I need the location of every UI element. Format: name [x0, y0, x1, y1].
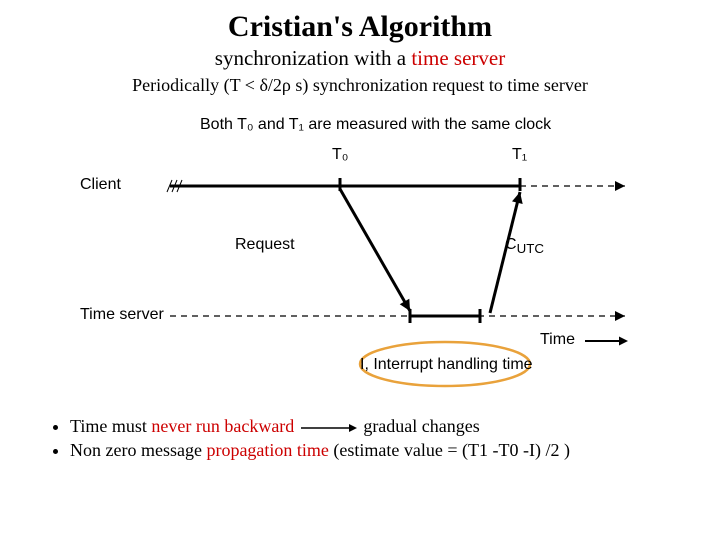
- periodic-text: Periodically (T < δ/2ρ s) synchronizatio…: [30, 75, 690, 96]
- timing-diagram: Both T₀ and T₁ are measured with the sam…: [80, 106, 640, 396]
- subtitle-emph: time server: [411, 46, 505, 70]
- bullet-2a: Non zero message: [70, 440, 206, 460]
- subtitle-prefix: synchronization with a: [215, 46, 412, 70]
- label-both-clock: Both T₀ and T₁ are measured with the sam…: [200, 116, 551, 134]
- bullet-1c: gradual changes: [363, 416, 479, 436]
- bullet-1b: never run backward: [151, 416, 294, 436]
- label-t0: T₀: [332, 146, 348, 164]
- label-client: Client: [80, 176, 121, 194]
- label-time: Time: [540, 331, 575, 349]
- label-timeserver: Time server: [80, 306, 164, 324]
- arrow-icon: [299, 421, 359, 435]
- subtitle: synchronization with a time server: [30, 46, 690, 71]
- diagram-svg: [80, 106, 640, 396]
- label-interrupt: I, Interrupt handling time: [360, 356, 533, 374]
- bullet-1: Time must never run backward gradual cha…: [70, 416, 690, 437]
- label-cutc: CUTC: [505, 236, 544, 256]
- bullet-2: Non zero message propagation time (estim…: [70, 440, 690, 461]
- bullet-1a: Time must: [70, 416, 151, 436]
- bullet-2b: propagation time: [206, 440, 328, 460]
- label-request: Request: [235, 236, 295, 254]
- page-title: Cristian's Algorithm: [30, 10, 690, 44]
- label-t1: T₁: [512, 146, 527, 164]
- bullet-list: Time must never run backward gradual cha…: [30, 416, 690, 461]
- bullet-2c: (estimate value = (T1 -T0 -I) /2 ): [329, 440, 570, 460]
